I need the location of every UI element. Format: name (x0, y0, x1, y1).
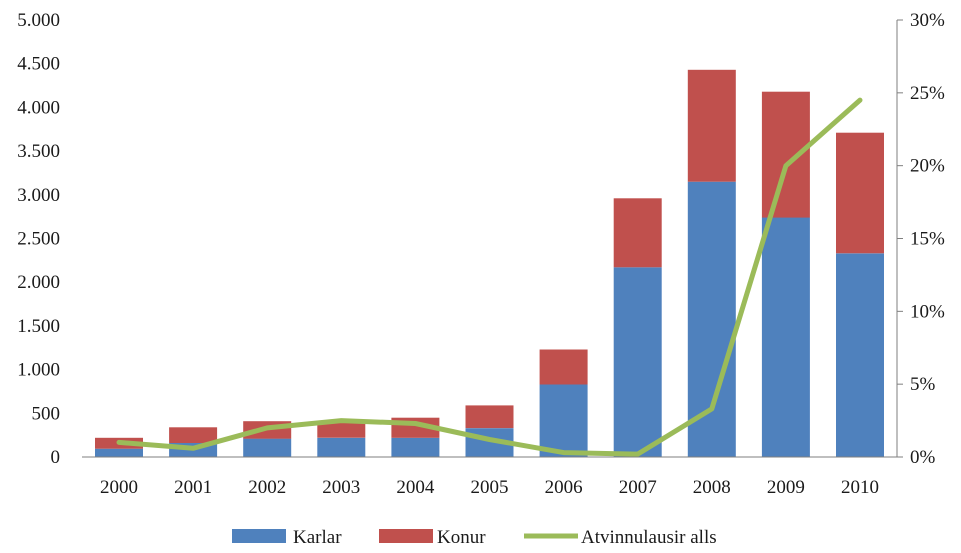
bar-konur-2001 (169, 427, 218, 443)
bar-karlar-2006 (539, 384, 588, 457)
left-y-tick-label: 5.000 (17, 10, 60, 31)
left-y-tick-label: 500 (32, 403, 61, 424)
left-y-tick-label: 1.000 (17, 360, 60, 381)
x-tick-label: 2000 (100, 477, 138, 498)
x-tick-label: 2001 (174, 477, 212, 498)
x-tick-label: 2010 (841, 477, 879, 498)
bar-karlar-2004 (391, 437, 440, 457)
bar-konur-2008 (687, 69, 736, 182)
right-y-tick-label: 20% (910, 156, 945, 177)
bar-konur-2005 (465, 405, 514, 429)
legend-swatch-karlar (232, 529, 286, 543)
x-tick-label: 2002 (248, 477, 286, 498)
bar-karlar-2007 (613, 267, 662, 457)
bar-karlar-2002 (243, 438, 292, 457)
right-y-tick-label: 0% (910, 447, 936, 468)
x-tick-label: 2005 (471, 477, 509, 498)
left-y-tick-label: 2.500 (17, 229, 60, 250)
line-layer (116, 97, 863, 457)
bar-konur-2007 (613, 198, 662, 268)
axes-layer: 0 500 1.000 1.500 2.000 2.500 3.000 3.500 4.000 4… (17, 10, 945, 498)
left-y-tick-label: 3.000 (17, 185, 60, 206)
bars-layer (95, 69, 884, 457)
bar-karlar-2008 (687, 181, 736, 457)
x-tick-label: 2007 (619, 477, 657, 498)
legend-label-konur: Konur (437, 527, 486, 548)
bar-konur-2006 (539, 349, 588, 385)
bar-konur-2010 (836, 132, 884, 254)
x-tick-label: 2006 (545, 477, 583, 498)
left-y-tick-label: 1.500 (17, 316, 60, 337)
left-y-tick-label: 3.500 (17, 141, 60, 162)
x-tick-label: 2008 (693, 477, 731, 498)
bar-karlar-2000 (95, 448, 143, 457)
left-y-tick-label: 0 (51, 447, 61, 468)
bar-karlar-2010 (836, 253, 884, 457)
line-series-atvinnulausir-alls (116, 97, 863, 457)
left-y-tick-label: 4.500 (17, 54, 60, 75)
legend: Karlar Konur Atvinnulausir alls (232, 527, 717, 548)
right-y-tick-label: 30% (910, 10, 945, 31)
x-tick-label: 2004 (396, 477, 435, 498)
right-y-tick-label: 5% (910, 374, 936, 395)
left-y-tick-label: 2.000 (17, 272, 60, 293)
legend-label-atvinnulausir-alls: Atvinnulausir alls (581, 527, 717, 548)
right-y-tick-label: 25% (910, 83, 945, 104)
right-y-tick-label: 10% (910, 301, 945, 322)
bar-konur-2009 (761, 91, 810, 218)
x-tick-label: 2009 (767, 477, 805, 498)
bar-konur-2003 (317, 422, 366, 438)
bar-karlar-2003 (317, 437, 366, 457)
legend-swatch-konur (379, 529, 433, 543)
bar-karlar-2009 (761, 217, 810, 457)
left-y-tick-label: 4.000 (17, 97, 60, 118)
x-tick-label: 2003 (322, 477, 360, 498)
right-y-tick-label: 15% (910, 229, 945, 250)
legend-label-karlar: Karlar (293, 527, 342, 548)
